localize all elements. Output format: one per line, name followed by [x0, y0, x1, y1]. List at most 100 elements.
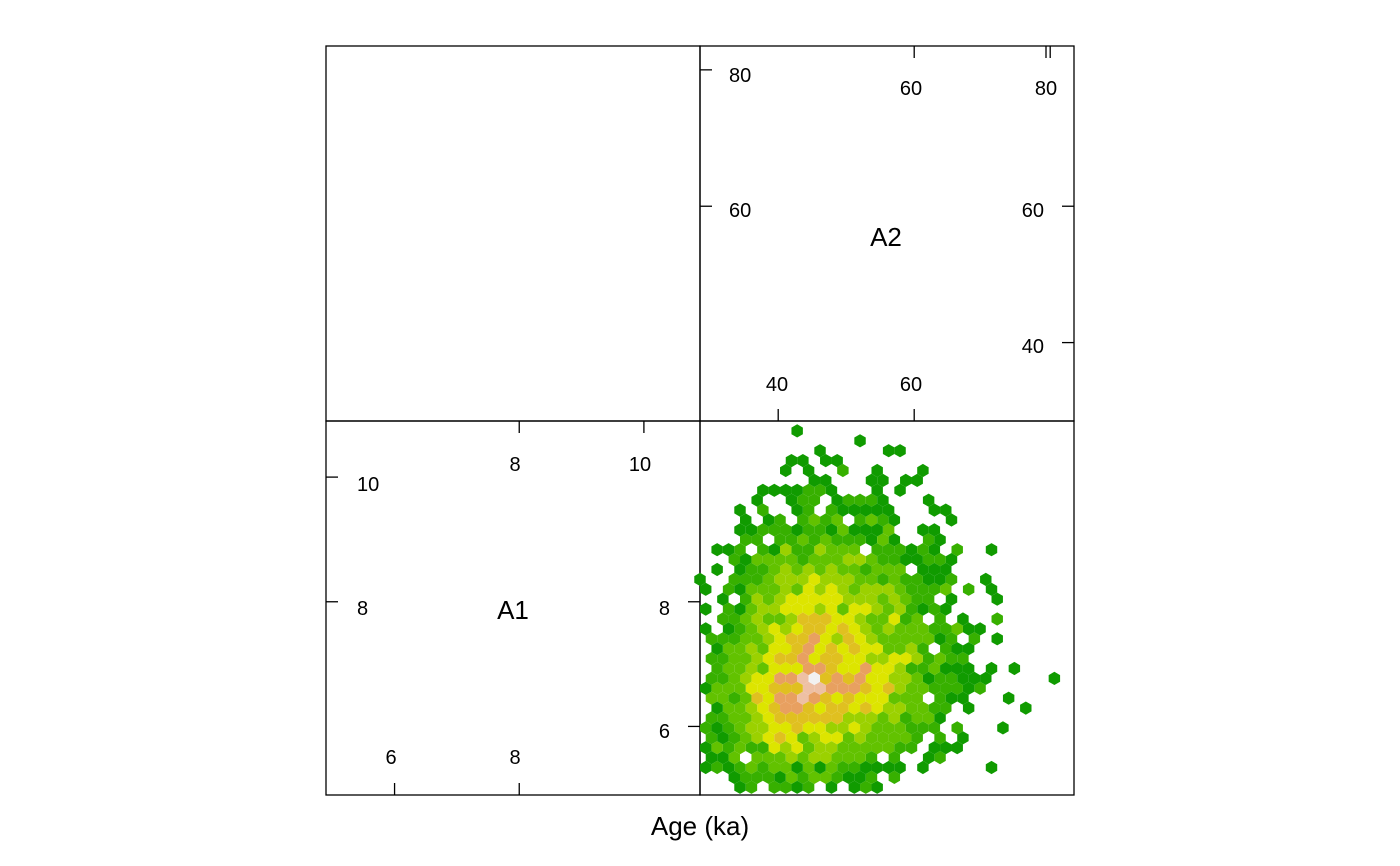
- hexbin-cell: [808, 632, 821, 646]
- hexbin-cell: [894, 661, 906, 676]
- hexbin-cell: [860, 562, 872, 577]
- hexbin-cell: [791, 642, 803, 656]
- hexbin-cell: [808, 612, 821, 626]
- hexbin-cell: [848, 503, 861, 517]
- hexbin-cell: [785, 493, 798, 507]
- hexbin-cell: [740, 691, 752, 705]
- tick-layer: [326, 46, 1074, 795]
- hexbin-cell: [831, 513, 843, 527]
- hexbin-cell: [820, 632, 832, 646]
- hexbin-cell: [871, 760, 883, 775]
- hexbin-cell: [808, 473, 821, 487]
- hexbin-cell: [808, 493, 821, 507]
- hexbin-cell: [837, 760, 849, 775]
- hexbin-cell: [791, 741, 803, 755]
- hexbin-cell: [957, 731, 969, 745]
- hexbin-cell: [722, 602, 735, 616]
- hexbin-cell: [728, 572, 741, 586]
- hexbin-cell: [711, 741, 723, 755]
- hexbin-cell: [785, 592, 798, 606]
- hexbin-cell: [888, 553, 901, 567]
- hexbin-cell: [797, 751, 809, 765]
- hexbin-cell: [814, 582, 826, 596]
- hexbin-cell: [945, 572, 958, 586]
- hexbin-cell: [762, 592, 775, 606]
- hexbin-cell: [917, 523, 929, 537]
- hexbin-cell: [854, 572, 866, 586]
- hexbin-cell: [780, 582, 792, 596]
- hexbin-cell: [848, 523, 861, 537]
- hexbin-cell: [928, 562, 941, 577]
- hexbin-cell: [740, 731, 752, 745]
- hexbin-cell: [705, 751, 718, 765]
- hexbin-cell: [757, 642, 769, 656]
- hexbin-cell: [917, 463, 929, 478]
- hexbin-cell: [854, 671, 866, 685]
- hexbin-cell: [934, 572, 946, 586]
- hexbin-cell: [768, 483, 781, 497]
- hexbin-cell: [894, 483, 906, 497]
- hexbin-cell: [945, 652, 958, 666]
- hexbin-cell: [762, 632, 775, 646]
- hexbin-cell: [740, 553, 752, 567]
- hexbin-cell: [951, 622, 963, 636]
- hexbin-cell: [911, 473, 923, 487]
- hexbin-cell: [797, 493, 809, 507]
- hexbin-cell: [865, 473, 878, 487]
- hexbin-cell: [745, 523, 758, 537]
- hexbin-cell: [860, 721, 872, 735]
- hexbin-cell: [734, 582, 746, 596]
- a1-bottom-tick-label-8: 8: [509, 747, 520, 769]
- hexbin-cell: [865, 770, 878, 784]
- hexbin-cell: [837, 523, 849, 537]
- hexbin-cell: [774, 553, 786, 567]
- hexbin-cell: [825, 780, 838, 794]
- hexbin-cell: [917, 622, 929, 636]
- hexbin-cell: [877, 513, 889, 527]
- hexbin-cell: [785, 691, 798, 705]
- hexbin-cell: [928, 741, 941, 755]
- hexbin-cell: [911, 691, 923, 705]
- hexbin-cell: [780, 642, 792, 656]
- hexbin-cell: [762, 751, 775, 765]
- hexbin-cell: [831, 751, 843, 765]
- hexbin-cell: [917, 562, 929, 577]
- hexbin-cell: [797, 731, 809, 745]
- hexbin-cell: [802, 681, 815, 695]
- hexbin-cell: [842, 770, 855, 784]
- a1-top-tick-label-8: 8: [509, 454, 520, 476]
- hexbin-cell: [837, 721, 849, 735]
- hexbin-cell: [837, 562, 849, 577]
- hexbin-cell: [757, 483, 769, 497]
- hexbin-cell: [917, 602, 929, 616]
- hexbin-cell: [797, 513, 809, 527]
- hexbin-cell: [751, 493, 763, 507]
- hexbin-cell: [774, 751, 786, 765]
- hexbin-cell: [762, 711, 775, 725]
- hexbin-cell: [825, 741, 838, 755]
- hexbin-cell: [917, 721, 929, 735]
- hexbin-cell: [780, 701, 792, 715]
- hexbin-cell: [797, 632, 809, 646]
- hexbin-cell: [820, 592, 832, 606]
- hexbin-cell: [860, 701, 872, 715]
- hexbin-cell: [820, 711, 832, 725]
- hexbin-cell: [877, 671, 889, 685]
- hexbin-cell: [894, 622, 906, 636]
- hexbin-cell: [757, 622, 769, 636]
- hexbin-cell: [802, 602, 815, 616]
- hexbin-cell: [837, 543, 849, 557]
- hexbin-cell: [882, 622, 895, 636]
- hexbin-cell: [802, 721, 815, 735]
- hexbin-cell: [882, 760, 895, 775]
- hexbin-cell: [940, 562, 952, 577]
- hexbin-cell: [768, 701, 781, 715]
- hexbin-cell: [740, 671, 752, 685]
- hexbin-cell: [922, 751, 935, 765]
- hexbin-cell: [740, 612, 752, 626]
- hexbin-cell: [820, 572, 832, 586]
- hexbin-cell: [871, 741, 883, 755]
- hexbin-cell: [905, 741, 918, 755]
- hexbin-cell: [877, 553, 889, 567]
